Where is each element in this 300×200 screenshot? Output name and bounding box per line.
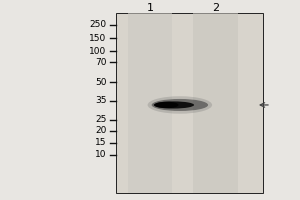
Ellipse shape [154,102,178,108]
Ellipse shape [154,101,194,109]
Text: 20: 20 [95,126,107,135]
Bar [193,13,238,193]
Bar [128,13,172,193]
Text: 150: 150 [89,34,107,43]
Text: 25: 25 [95,115,107,124]
Text: 250: 250 [90,20,107,29]
Text: 70: 70 [95,58,107,67]
Text: 10: 10 [95,150,107,159]
Text: 100: 100 [89,47,107,56]
Ellipse shape [152,99,208,111]
Text: 50: 50 [95,78,107,87]
Text: 35: 35 [95,96,107,105]
Bar [116,13,263,193]
Ellipse shape [148,96,212,114]
Text: 1: 1 [146,3,154,13]
Text: 2: 2 [212,3,219,13]
Text: 15: 15 [95,138,107,147]
